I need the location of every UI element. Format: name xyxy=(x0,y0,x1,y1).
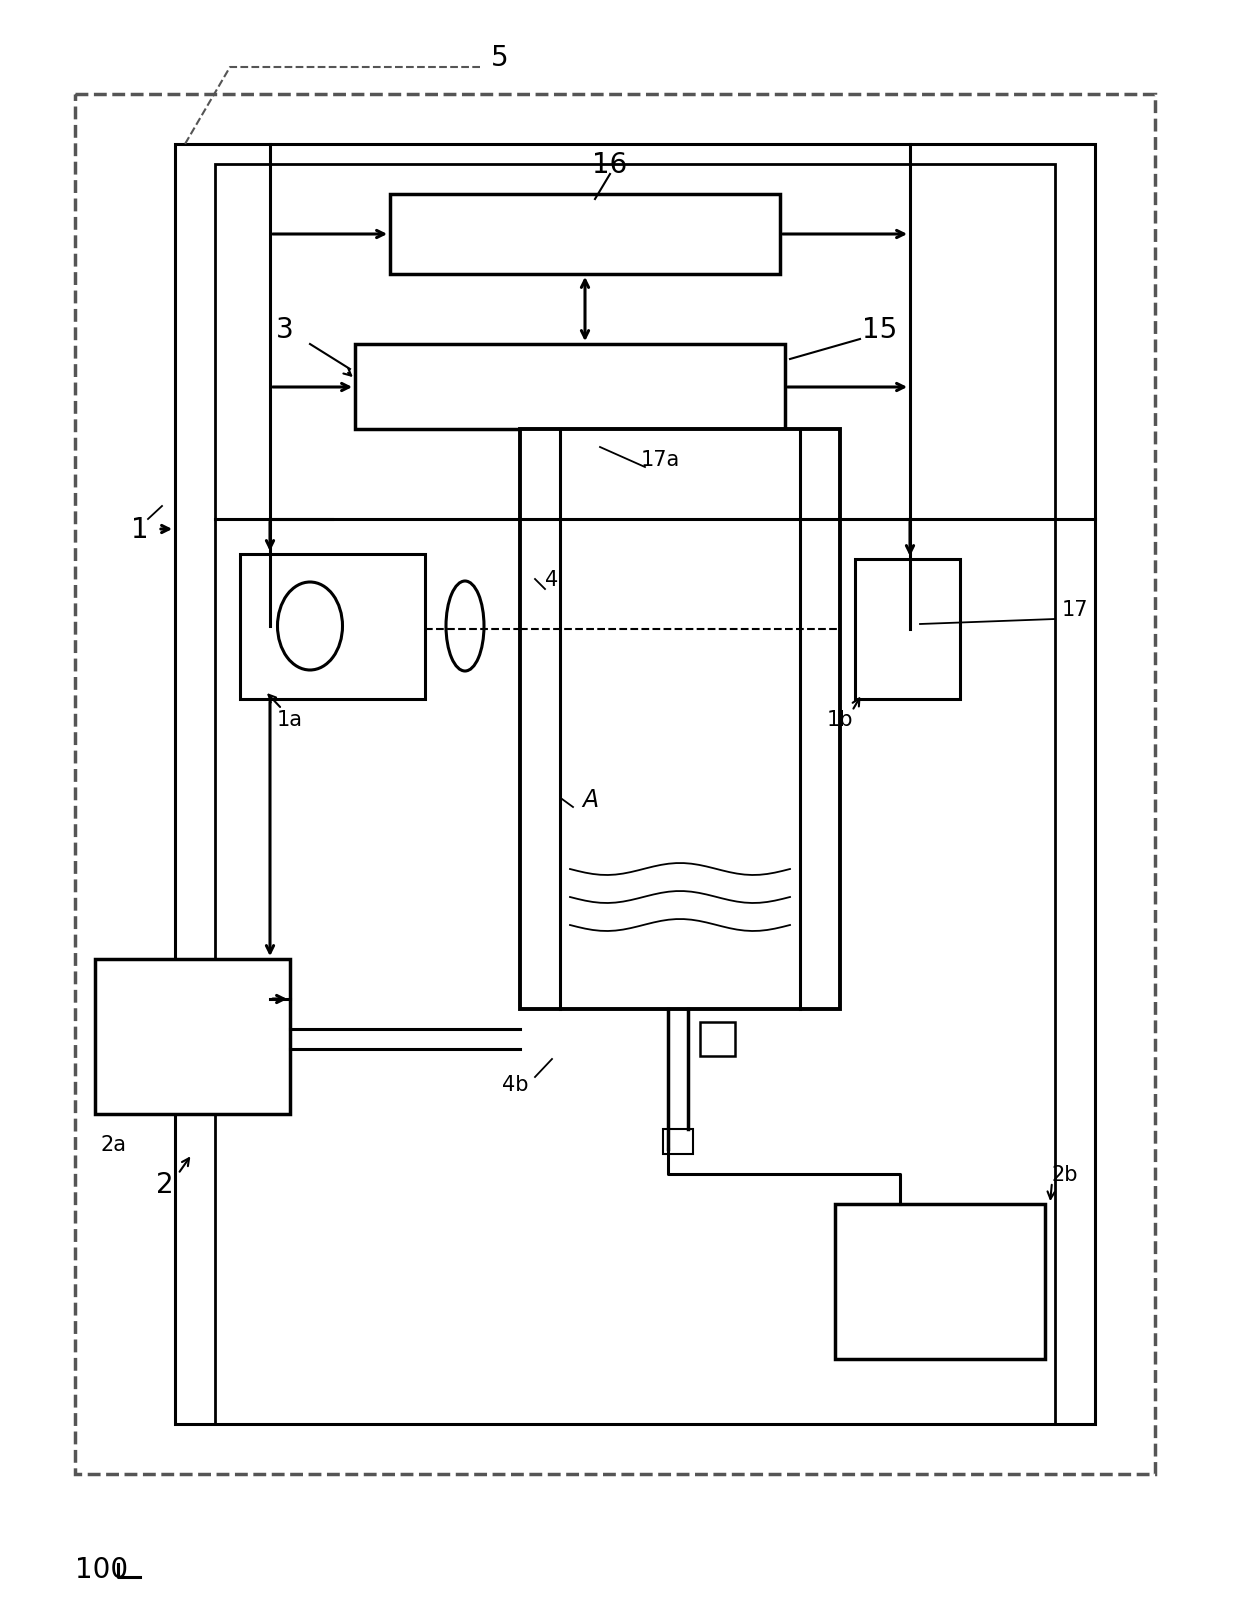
Bar xyxy=(663,1130,693,1154)
Text: 16: 16 xyxy=(593,151,627,178)
Bar xyxy=(835,1204,1045,1360)
Ellipse shape xyxy=(801,585,839,675)
Bar xyxy=(701,1022,735,1056)
Text: 1: 1 xyxy=(131,516,149,543)
Text: 3: 3 xyxy=(277,317,294,344)
Text: 4b: 4b xyxy=(502,1075,528,1094)
Bar xyxy=(175,145,1095,1424)
Bar xyxy=(391,194,780,275)
Bar xyxy=(95,959,290,1114)
Bar xyxy=(856,559,960,699)
Bar xyxy=(215,166,1055,1424)
Ellipse shape xyxy=(446,582,484,672)
Text: 1b: 1b xyxy=(827,710,853,730)
Bar xyxy=(520,429,839,1009)
Text: 17a: 17a xyxy=(640,450,680,469)
Text: 5: 5 xyxy=(491,43,508,72)
Bar xyxy=(74,95,1154,1474)
Text: 2b: 2b xyxy=(1052,1165,1079,1184)
Text: 2: 2 xyxy=(156,1170,174,1199)
Ellipse shape xyxy=(278,583,342,670)
Text: 100: 100 xyxy=(74,1556,128,1583)
Text: 17: 17 xyxy=(1061,599,1089,620)
Text: 15: 15 xyxy=(862,317,898,344)
Text: 2a: 2a xyxy=(100,1135,126,1154)
Bar xyxy=(241,554,425,699)
Text: A: A xyxy=(582,787,598,812)
Text: 1a: 1a xyxy=(277,710,303,730)
Bar xyxy=(355,346,785,429)
Text: 4: 4 xyxy=(546,569,559,590)
